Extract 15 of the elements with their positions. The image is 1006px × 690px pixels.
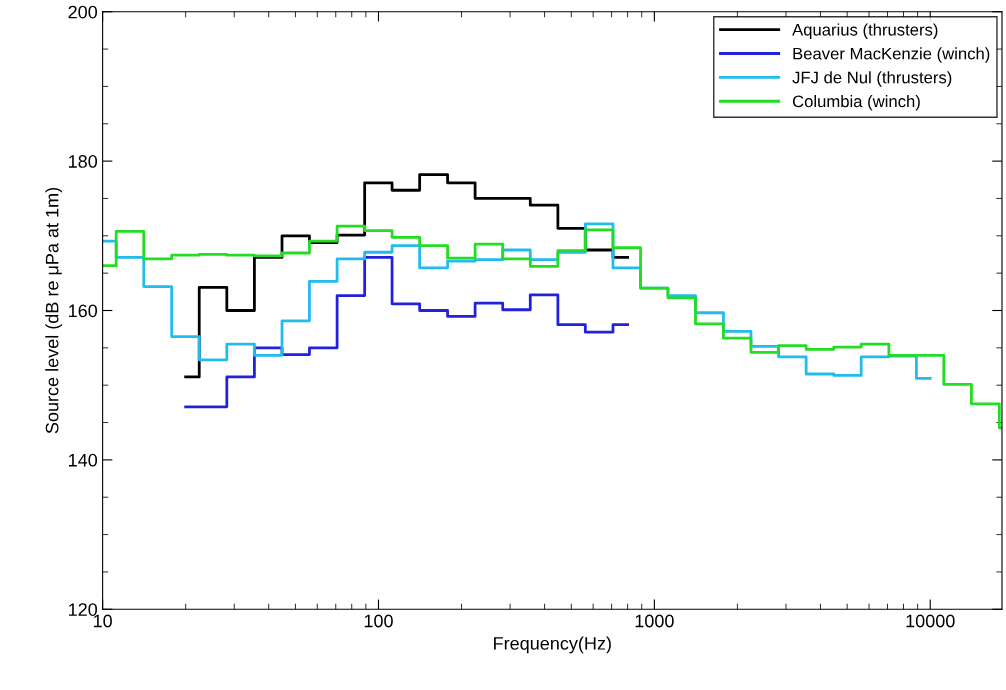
x-tick-label: 100	[364, 614, 393, 628]
x-tick-label: 10000	[906, 614, 955, 628]
x-tick-label: 1000	[635, 614, 674, 628]
y-tick-label: 160	[69, 304, 98, 318]
legend-label: JFJ de Nul (thrusters)	[792, 71, 952, 87]
y-tick-label: 180	[69, 155, 98, 168]
y-tick-label: 200	[68, 5, 98, 19]
y-axis-title: Source level (dB re μPa at 1m)	[45, 188, 63, 434]
x-axis-title: Frequency(Hz)	[494, 636, 611, 654]
legend-label: Columbia (winch)	[792, 95, 920, 111]
y-tick-label: 120	[69, 603, 98, 616]
y-tick-label: 140	[69, 453, 98, 467]
legend-label: Aquarius (thrusters)	[792, 23, 938, 39]
x-tick-label: 10	[93, 614, 112, 628]
legend-label: Beaver MacKenzie (winch)	[793, 47, 990, 63]
